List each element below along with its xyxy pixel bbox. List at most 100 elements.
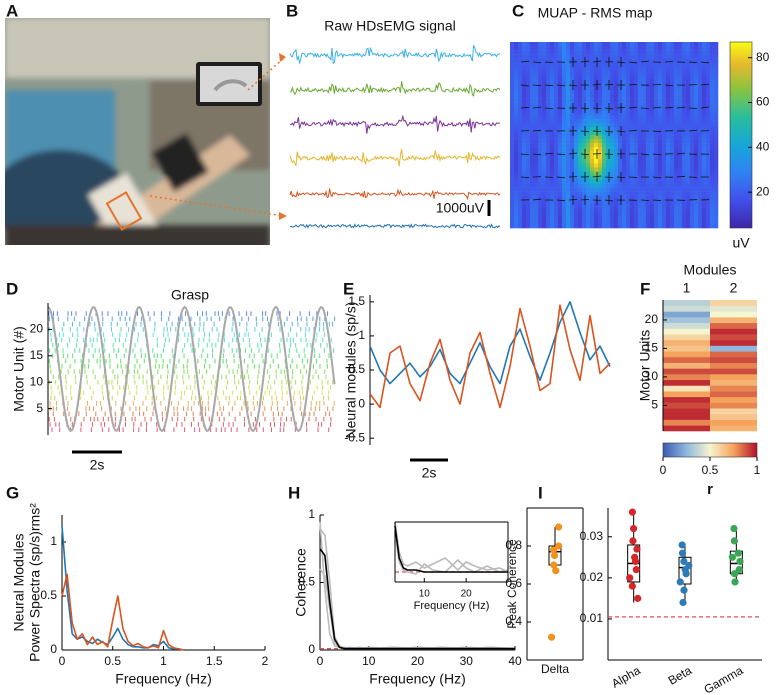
- heatmap-cell: [522, 46, 527, 51]
- heatmap-cell: [590, 46, 595, 51]
- heatmap-cell: [530, 151, 535, 156]
- heatmap-cell: [562, 147, 567, 152]
- heatmap-cell: [574, 42, 579, 47]
- heatmap-cell: [570, 98, 575, 103]
- heatmap-cell: [530, 62, 535, 67]
- heatmap-cell: [686, 82, 691, 87]
- heatmap-cell: [550, 219, 555, 225]
- heatmap-cell: [590, 70, 595, 75]
- heatmap-cell: [562, 155, 567, 160]
- heatmap-cell: [606, 163, 611, 168]
- heatmap-cell: [674, 50, 679, 55]
- heatmap-cell: [630, 167, 635, 172]
- heatmap-cell: [606, 98, 611, 103]
- heatmap-cell: [534, 66, 539, 71]
- heatmap-cell: [594, 106, 599, 112]
- heatmap-cell: [674, 151, 679, 156]
- heatmap-cell: [602, 171, 607, 176]
- heatmap-cell: [614, 211, 619, 217]
- heatmap-cell: [606, 151, 611, 156]
- heatmap-cell: [694, 94, 699, 99]
- heatmap-cell: [710, 211, 715, 217]
- heatmap-cell: [682, 175, 687, 180]
- heatmap-cell: [642, 151, 647, 156]
- heatmap-cell: [646, 42, 651, 47]
- heatmap-cell: [614, 207, 619, 213]
- heatmap-cell: [562, 215, 567, 221]
- heatmap-cell: [570, 203, 575, 209]
- heatmap-cell: [582, 86, 587, 91]
- heatmap-cell: [542, 42, 547, 47]
- heatmap-cell: [590, 219, 595, 225]
- point: [550, 546, 558, 554]
- heatmap-cell: [674, 110, 679, 116]
- heatmap-cell: [566, 159, 571, 164]
- heatmap-cell: [690, 118, 695, 124]
- heatmap-cell: [658, 187, 663, 192]
- heatmap-cell: [666, 66, 671, 71]
- heatmap-cell: [602, 219, 607, 225]
- heatmap-cell: [606, 54, 611, 59]
- heatmap-cell: [626, 122, 631, 128]
- heatmap-cell: [646, 203, 651, 209]
- heatmap-cell: [574, 86, 579, 91]
- heatmap-cell: [622, 215, 627, 221]
- heatmap-cell: [714, 219, 719, 225]
- heatmap-cell: [566, 110, 571, 116]
- heatmap-cell: [558, 207, 563, 213]
- heatmap-cell: [666, 82, 671, 87]
- heatmap-cell: [630, 199, 635, 205]
- heatmap-cell: [670, 159, 675, 164]
- heatmap-cell: [610, 114, 615, 120]
- heatmap-cell: [638, 58, 643, 63]
- heatmap-cell: [594, 163, 599, 168]
- muap-glyph: [652, 130, 662, 133]
- heatmap-cell: [622, 159, 627, 164]
- heatmap-cell: [634, 147, 639, 152]
- heatmap-cell: [558, 70, 563, 75]
- heatmap-cell: [534, 126, 539, 132]
- heatmap-cell: [602, 163, 607, 168]
- heatmap-cell: [614, 46, 619, 51]
- heatmap-cell: [570, 58, 575, 63]
- heatmap-cell: [546, 179, 551, 184]
- arrow: [247, 57, 285, 91]
- heatmap-cell: [622, 223, 627, 229]
- heatmap-cell: [662, 151, 667, 156]
- heatmap-cell: [610, 207, 615, 213]
- heatmap-cell: [570, 199, 575, 205]
- heatmap-cell: [650, 98, 655, 103]
- heatmap-cell: [546, 62, 551, 67]
- heatmap-cell: [702, 147, 707, 152]
- heatmap-cell: [614, 139, 619, 144]
- heatmap-cell: [674, 163, 679, 168]
- heatmap-cell: [518, 118, 523, 124]
- colorbar: [662, 442, 758, 458]
- heatmap-cell: [514, 191, 519, 196]
- heatmap-cell: [594, 159, 599, 164]
- heatmap-cell: [702, 98, 707, 103]
- heatmap-cell: [546, 147, 551, 152]
- heatmap-cell: [714, 106, 719, 112]
- heatmap-cell: [678, 219, 683, 225]
- heatmap-cell: [518, 171, 523, 176]
- heatmap-cell: [566, 102, 571, 107]
- heatmap-cell: [534, 78, 539, 83]
- heatmap-cell: [690, 223, 695, 229]
- heatmap-cell: [530, 171, 535, 176]
- heatmap-cell: [562, 122, 567, 128]
- heatmap-cell: [546, 118, 551, 124]
- heatmap-cell: [690, 219, 695, 225]
- heatmap-cell: [510, 223, 515, 229]
- heatmap-cell: [586, 130, 591, 136]
- heatmap-cell: [542, 98, 547, 103]
- emg-trace: [289, 81, 501, 97]
- heatmap-cell: [634, 191, 639, 196]
- heatmap-cell: [626, 167, 631, 172]
- heatmap-cell: [663, 317, 710, 324]
- heatmap-cell: [638, 175, 643, 180]
- heatmap-cell: [714, 211, 719, 217]
- heatmap-cell: [510, 175, 515, 180]
- point: [554, 523, 563, 531]
- heatmap-cell: [710, 391, 757, 398]
